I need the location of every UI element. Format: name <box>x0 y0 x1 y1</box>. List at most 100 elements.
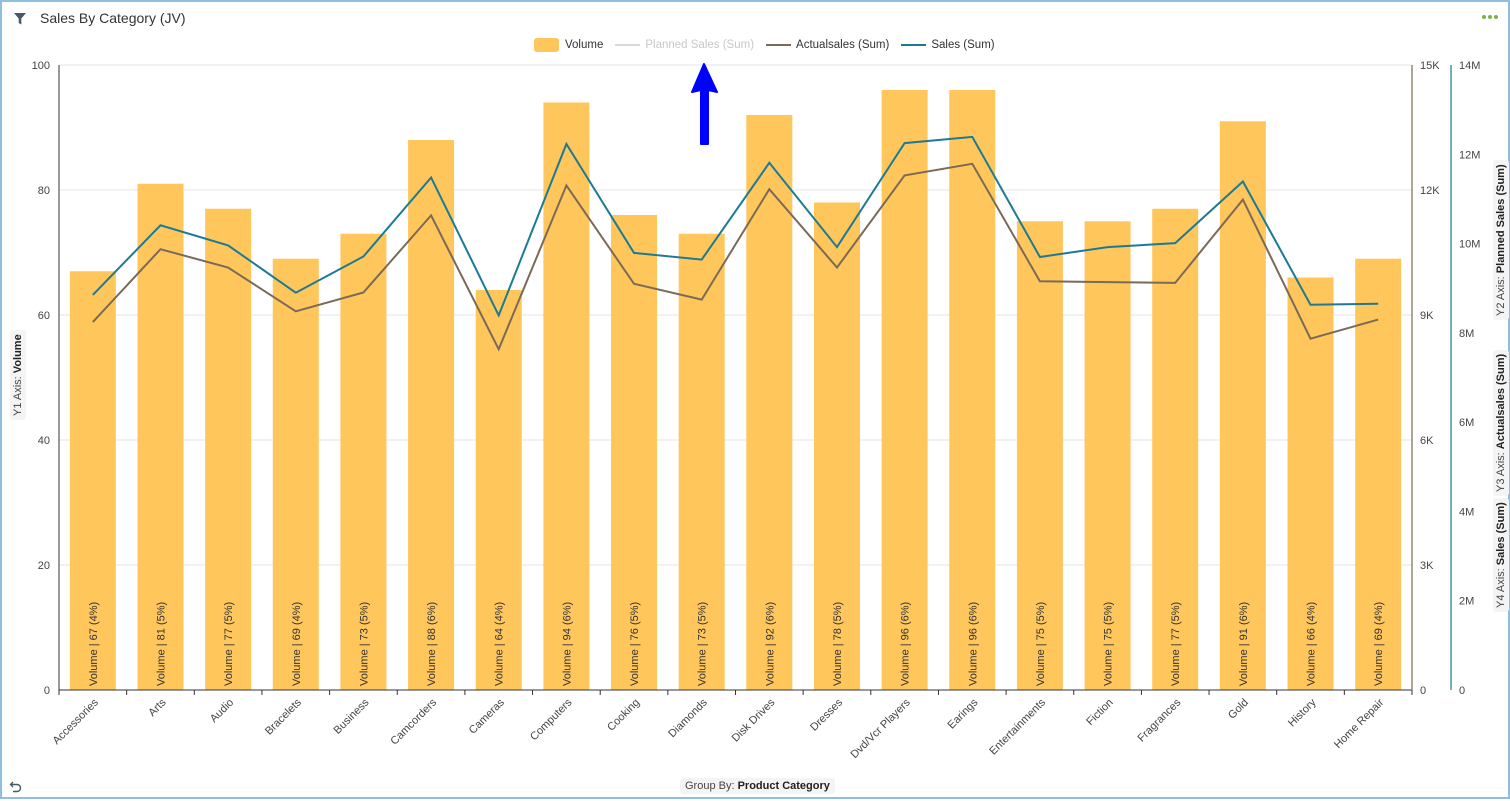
y1-tick-label: 100 <box>32 60 50 72</box>
bar-data-label: Volume | 64 (4%) <box>494 602 506 686</box>
y1-tick-label: 20 <box>38 560 50 572</box>
legend-label: Volume <box>565 39 604 51</box>
bar-data-label: Volume | 76 (5%) <box>629 602 641 686</box>
bar-data-label: Volume | 69 (4%) <box>1373 602 1385 686</box>
more-options-icon[interactable] <box>1482 15 1498 19</box>
bar-volume[interactable] <box>1287 277 1334 691</box>
bar-volume[interactable] <box>746 115 793 690</box>
bar-data-label: Volume | 75 (5%) <box>1035 602 1047 686</box>
bar-volume[interactable] <box>881 90 928 690</box>
bar-data-label: Volume | 69 (4%) <box>291 602 303 686</box>
x-category-label: Accessories <box>51 696 102 747</box>
x-category-label: Audio <box>208 697 236 725</box>
x-category-label: Cooking <box>605 697 642 734</box>
y3-tick-label: 12K <box>1420 185 1440 197</box>
x-category-label: Disk Drives <box>730 696 778 744</box>
legend-label: Planned Sales (Sum) <box>645 39 755 51</box>
line-sales[interactable] <box>92 135 1379 318</box>
bar-data-label: Volume | 77 (5%) <box>223 602 235 686</box>
legend-swatch <box>534 38 559 52</box>
bar-data-label: Volume | 96 (6%) <box>967 602 979 686</box>
x-category-label: Arts <box>146 696 169 719</box>
x-category-label: Fragrances <box>1136 696 1184 744</box>
x-category-label: Dvd/Vcr Players <box>848 696 913 761</box>
y3-tick-label: 0 <box>1420 685 1426 697</box>
bar-data-label: Volume | 75 (5%) <box>1103 602 1115 686</box>
y4-tick-label: 14M <box>1459 60 1480 72</box>
y3-tick-label: 6K <box>1420 435 1434 447</box>
legend-item-actualsales-sum[interactable]: Actualsales (Sum) <box>766 39 889 51</box>
legend-item-sales-sum[interactable]: Sales (Sum) <box>901 39 995 51</box>
legend-label: Actualsales (Sum) <box>796 39 890 51</box>
y4-tick-label: 12M <box>1459 149 1480 161</box>
bar-volume[interactable] <box>949 90 996 690</box>
x-category-label: Dresses <box>808 696 845 733</box>
bar-volume[interactable] <box>678 233 725 690</box>
bar-data-label: Volume | 73 (5%) <box>697 602 709 686</box>
chart-legend: Volume Planned Sales (Sum) Actualsales (Su… <box>534 38 1007 52</box>
filter-icon[interactable] <box>13 12 27 26</box>
y4-tick-label: 8M <box>1459 328 1474 340</box>
legend-swatch <box>901 44 927 46</box>
bar-volume[interactable] <box>137 183 184 690</box>
legend-item-volume[interactable]: Volume <box>534 38 603 52</box>
bar-volume[interactable] <box>611 215 658 690</box>
bar-volume[interactable] <box>340 233 387 690</box>
widget-title: Sales By Category (JV) <box>40 10 186 26</box>
bar-data-label: Volume | 78 (5%) <box>832 602 844 686</box>
legend-label: Sales (Sum) <box>931 39 995 51</box>
y1-tick-label: 40 <box>38 435 50 447</box>
bar-data-label: Volume | 67 (4%) <box>88 602 100 686</box>
annotation-arrow-icon <box>691 63 718 145</box>
bar-volume[interactable] <box>475 290 522 690</box>
line-actualsales[interactable] <box>92 162 1379 352</box>
y4-tick-label: 2M <box>1459 596 1474 608</box>
x-category-label: Gold <box>1226 697 1251 722</box>
bar-volume[interactable] <box>1016 221 1063 690</box>
bar-volume[interactable] <box>1355 258 1402 690</box>
x-category-label: Business <box>331 696 371 736</box>
y2-axis-title: Y2 Axis: Planned Sales (Sum) <box>1493 160 1509 320</box>
bar-data-label: Volume | 91 (6%) <box>1238 602 1250 686</box>
y4-axis-title: Y4 Axis: Sales (Sum) <box>1493 498 1509 612</box>
y3-tick-label: 3K <box>1420 560 1434 572</box>
y4-tick-label: 0 <box>1459 685 1465 697</box>
bar-data-label: Volume | 88 (6%) <box>426 602 438 686</box>
bar-data-label: Volume | 94 (6%) <box>561 602 573 686</box>
x-category-label: Home Repair <box>1332 696 1387 751</box>
y4-tick-label: 4M <box>1459 506 1474 518</box>
y3-tick-label: 15K <box>1420 60 1440 72</box>
x-category-label: Camcorders <box>388 696 439 747</box>
bar-data-label: Volume | 73 (5%) <box>358 602 370 686</box>
bar-data-label: Volume | 77 (5%) <box>1170 602 1182 686</box>
group-by-selector[interactable]: Group By: Product Category <box>680 778 835 794</box>
x-category-label: Fiction <box>1084 697 1115 728</box>
x-category-label: Earings <box>946 696 981 731</box>
x-category-label: History <box>1286 696 1319 729</box>
bar-volume[interactable] <box>205 208 252 690</box>
y3-tick-label: 9K <box>1420 310 1434 322</box>
y4-tick-label: 6M <box>1459 417 1474 429</box>
bar-data-label: Volume | 96 (6%) <box>900 602 912 686</box>
bar-volume[interactable] <box>1219 121 1266 690</box>
bar-data-label: Volume | 66 (4%) <box>1306 602 1318 686</box>
bar-volume[interactable] <box>1152 208 1199 690</box>
bar-volume[interactable] <box>1084 221 1131 690</box>
x-category-label: Entertainments <box>987 696 1048 757</box>
y1-tick-label: 60 <box>38 310 50 322</box>
legend-swatch <box>615 44 641 46</box>
undo-icon[interactable] <box>9 780 23 794</box>
bar-data-label: Volume | 92 (6%) <box>764 602 776 686</box>
x-category-label: Bracelets <box>263 696 304 737</box>
y1-tick-label: 0 <box>44 685 50 697</box>
bar-volume[interactable] <box>272 258 319 690</box>
legend-swatch <box>766 44 792 46</box>
x-category-label: Diamonds <box>666 696 710 740</box>
bar-volume[interactable] <box>69 271 116 690</box>
bar-volume[interactable] <box>543 102 590 691</box>
legend-item-planned-sales-sum[interactable]: Planned Sales (Sum) <box>615 39 754 51</box>
bar-volume[interactable] <box>813 202 860 691</box>
widget-header: Sales By Category (JV) <box>2 2 1508 36</box>
